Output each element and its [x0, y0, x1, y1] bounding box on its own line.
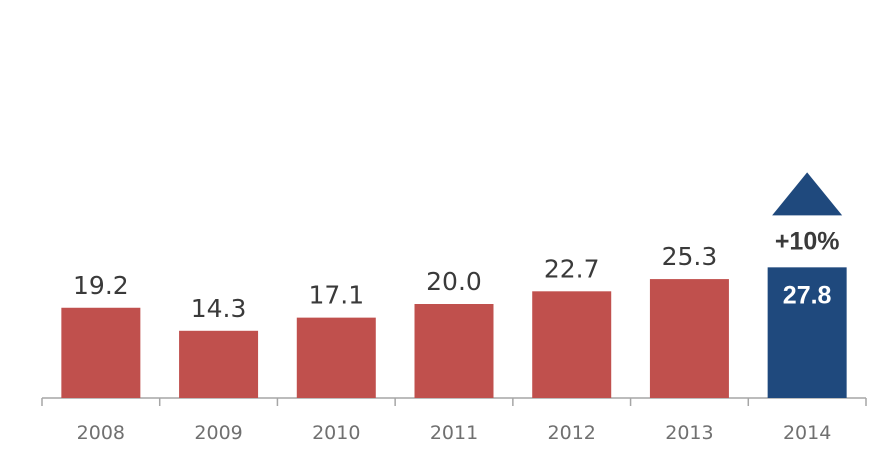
bar-2014 [767, 267, 847, 398]
bar-value-label-2012: 22.7 [544, 254, 600, 283]
change-label: +10% [775, 227, 840, 255]
bar-value-label-2013: 25.3 [662, 242, 718, 271]
bar-2013 [649, 279, 729, 398]
bar-value-label-2014: 27.8 [783, 281, 832, 309]
x-tick-label-2009: 2009 [194, 422, 242, 444]
bar-value-label-2009: 14.3 [191, 294, 247, 323]
bar-2011 [414, 304, 494, 398]
x-tick-label-2013: 2013 [665, 422, 713, 444]
change-annotation: +10% [772, 172, 843, 255]
bar-2008 [61, 307, 141, 398]
x-tick-label-2008: 2008 [77, 422, 125, 444]
x-tick-label-2012: 2012 [548, 422, 596, 444]
x-axis-ticks [41, 398, 867, 406]
bar-value-labels: 19.2 14.3 17.1 20.0 22.7 25.3 27.8 [73, 242, 832, 323]
bar-2012 [532, 291, 612, 398]
x-tick-label-2010: 2010 [312, 422, 360, 444]
bar-value-label-2010: 17.1 [308, 281, 364, 310]
bar-2010 [296, 317, 376, 398]
bars [61, 267, 847, 398]
bar-2009 [179, 330, 259, 398]
bar-value-label-2011: 20.0 [426, 267, 482, 296]
x-axis-tick-labels: 2008 2009 2010 2011 2012 2013 2014 [77, 422, 832, 444]
x-tick-label-2011: 2011 [430, 422, 478, 444]
x-tick-label-2014: 2014 [783, 422, 831, 444]
bar-value-label-2008: 19.2 [73, 271, 129, 300]
triangle-up-icon [772, 172, 843, 216]
